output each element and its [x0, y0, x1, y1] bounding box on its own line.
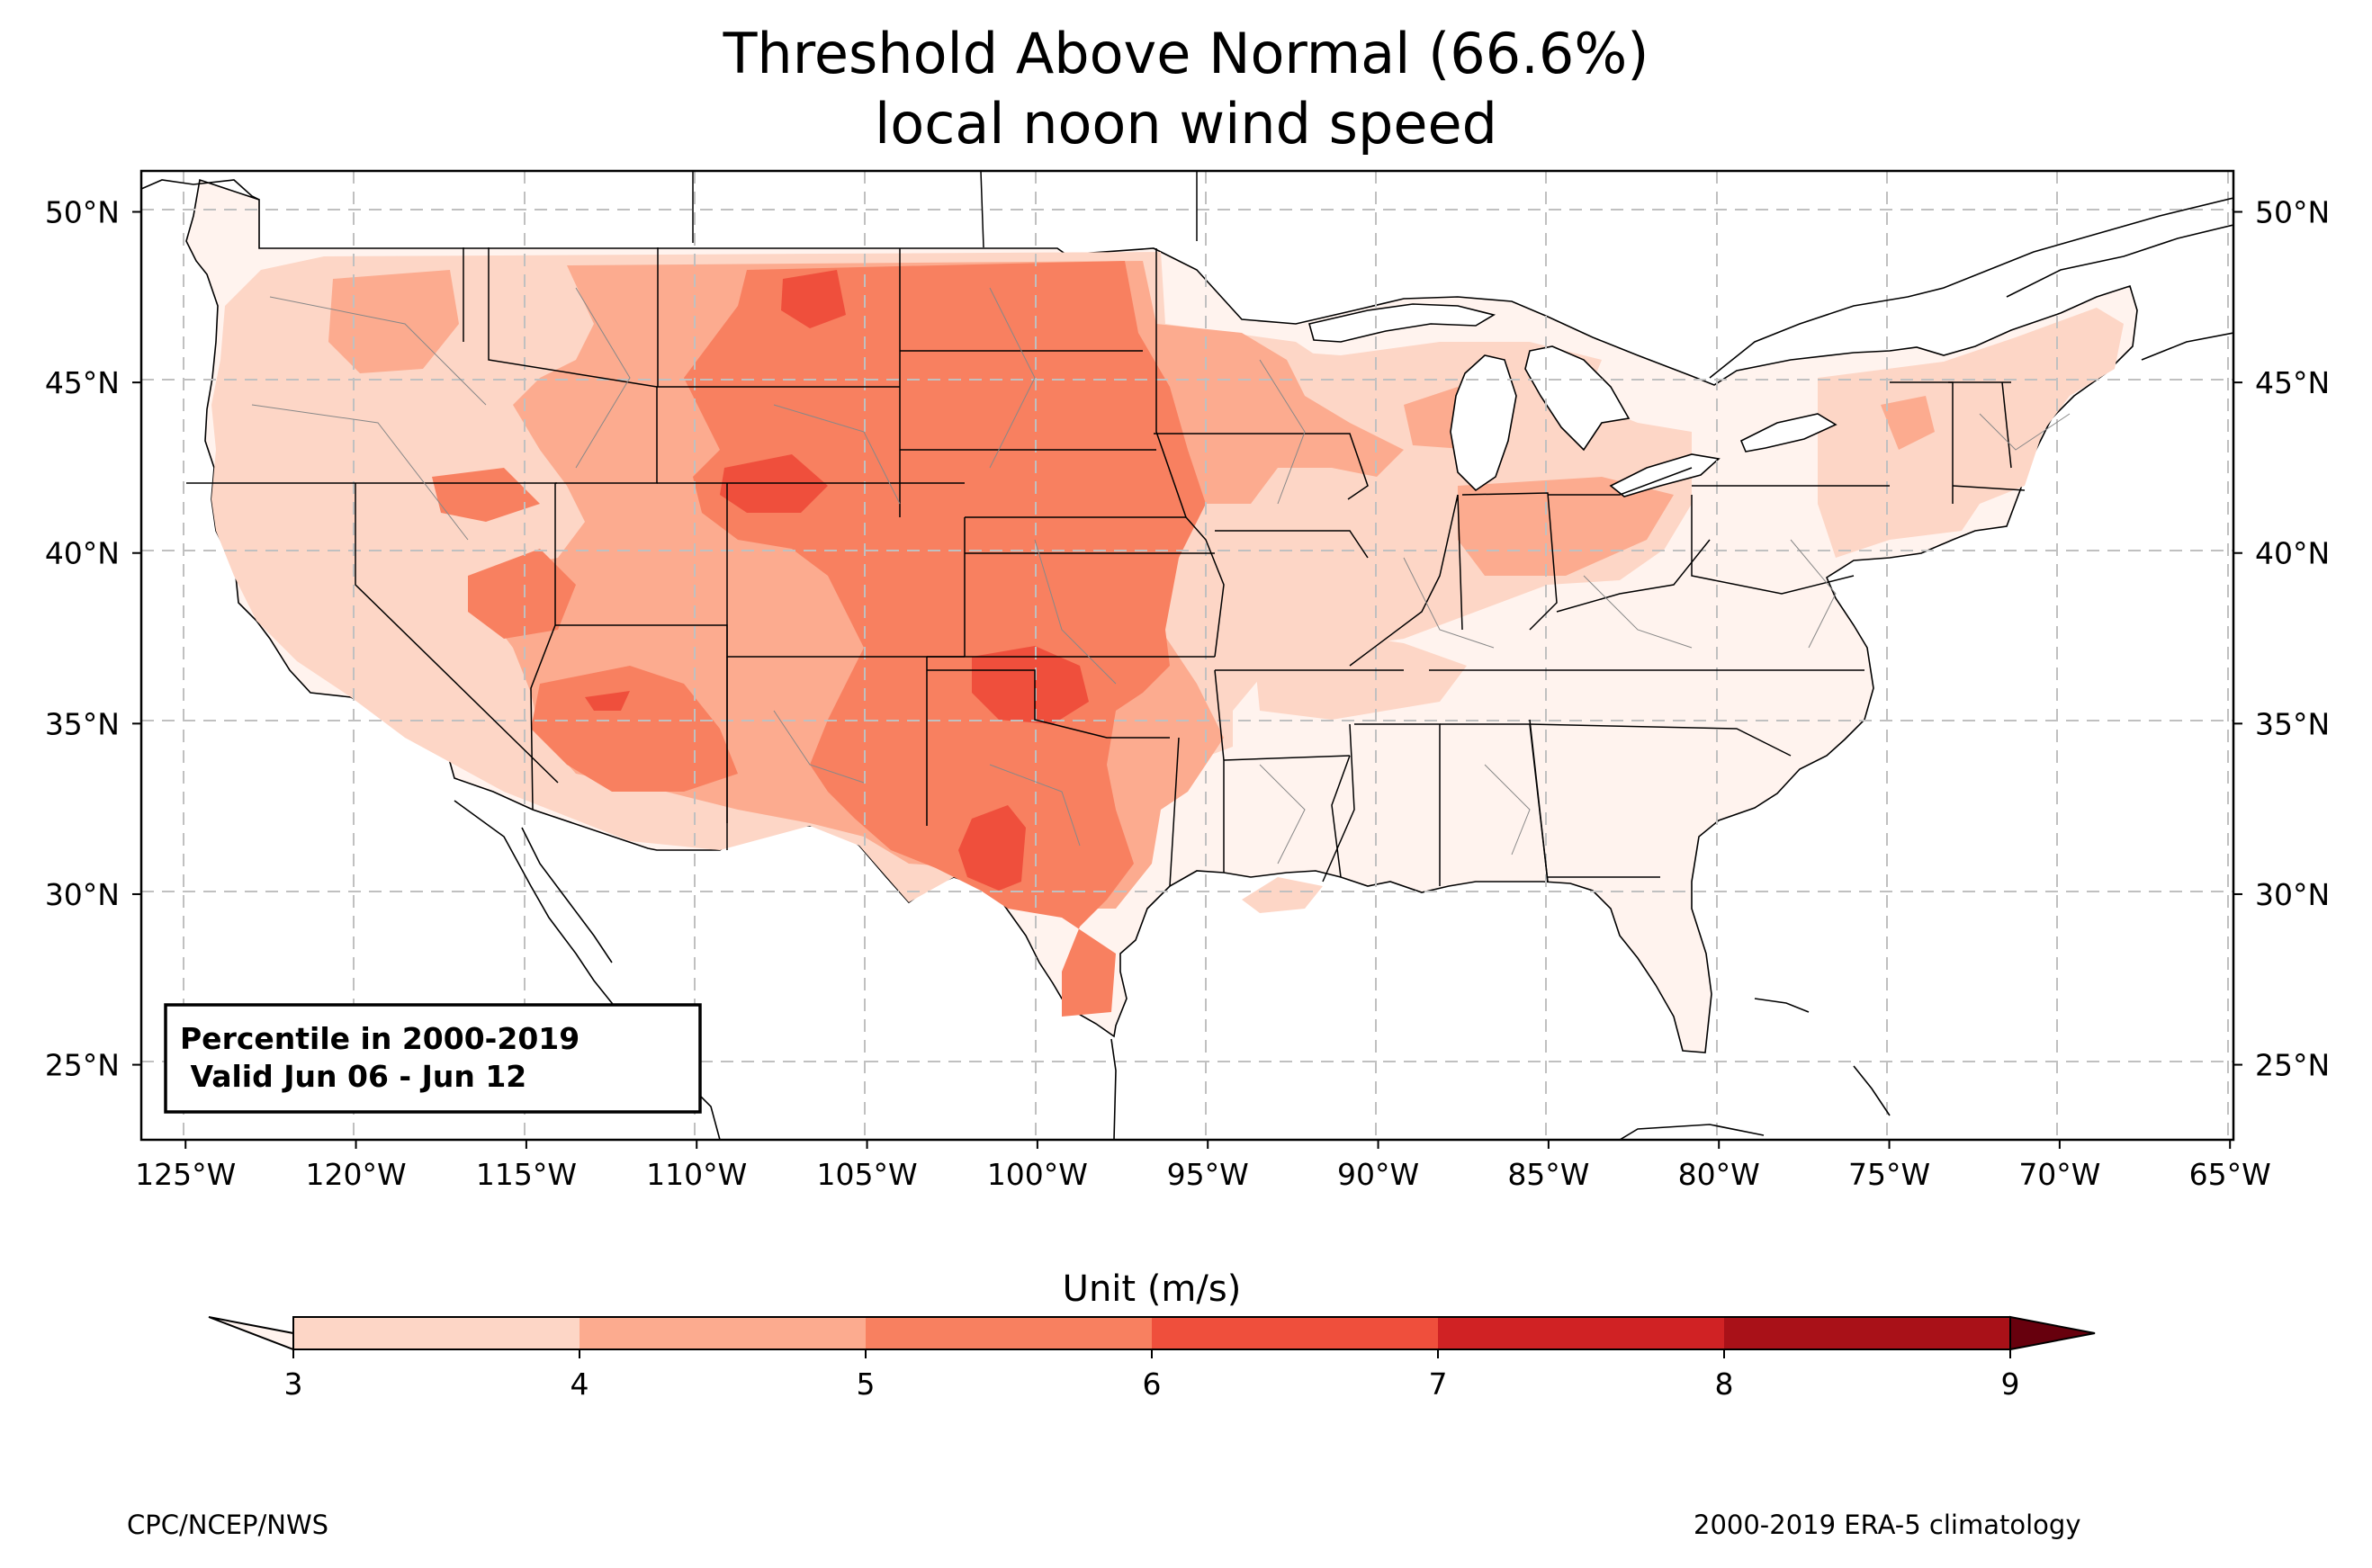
lat-tick-label-left: 50°N [45, 195, 120, 230]
info-box: Percentile in 2000-2019 Valid Jun 06 - J… [164, 1003, 702, 1114]
state-borders [186, 171, 2026, 887]
colorbar-bins [292, 1316, 2011, 1350]
lon-tick-label: 75°W [1848, 1157, 1930, 1192]
lon-tick-label: 110°W [646, 1157, 747, 1192]
lat-tick-label-left: 35°N [45, 706, 120, 741]
lat-tick-label-right: 25°N [2255, 1048, 2330, 1083]
lon-tick-label: 105°W [816, 1157, 917, 1192]
colorbar-bin [866, 1317, 1152, 1349]
map-title-line-2: local noon wind speed [875, 91, 1497, 157]
lat-tick-label-left: 45°N [45, 365, 120, 400]
map-title-line-1: Threshold Above Normal (66.6%) [723, 21, 1649, 86]
colorbar: Unit (m/s) 3 4 5 6 7 8 9 [208, 1268, 2096, 1402]
graticule [141, 171, 2233, 1140]
lat-tick-label-left: 40°N [45, 536, 120, 571]
colorbar-tick-label: 7 [1429, 1366, 1448, 1402]
lon-tick-label: 65°W [2189, 1157, 2271, 1192]
lon-tick-label: 125°W [135, 1157, 236, 1192]
colorbar-tick-label: 4 [571, 1366, 589, 1402]
colorbar-tick-label: 3 [284, 1366, 303, 1402]
colorbar-ticks: 3 4 5 6 7 8 9 [284, 1349, 2020, 1402]
colorbar-tick-label: 8 [1715, 1366, 1734, 1402]
lat-tick-label-left: 25°N [45, 1048, 120, 1083]
lon-tick-label: 90°W [1337, 1157, 1419, 1192]
colorbar-bin [1438, 1317, 1724, 1349]
colorbar-under-arrow [208, 1316, 294, 1351]
coastlines [141, 179, 2233, 1140]
colorbar-over-arrow [2009, 1315, 2096, 1351]
lat-tick-label-left: 30°N [45, 877, 120, 912]
lat-tick-label-right: 35°N [2255, 706, 2330, 741]
lat-tick-label-right: 40°N [2255, 536, 2330, 571]
colorbar-title: Unit (m/s) [1063, 1268, 1242, 1310]
lon-tick-label: 95°W [1167, 1157, 1249, 1192]
shading-bin-6-7 [585, 270, 1089, 891]
longitude-axis: 125°W 120°W 115°W 110°W 105°W 100°W 95°W 90°W 85… [135, 1140, 2271, 1192]
lat-tick-label-right: 45°N [2255, 365, 2330, 400]
colorbar-bin [1152, 1317, 1438, 1349]
lon-tick-label: 115°W [476, 1157, 577, 1192]
footer-credit: CPC/NCEP/NWS [127, 1510, 329, 1540]
lon-tick-label: 70°W [2018, 1157, 2100, 1192]
colorbar-bin [1724, 1317, 2010, 1349]
info-box-line-2: Valid Jun 06 - Jun 12 [180, 1059, 526, 1094]
lon-tick-label: 100°W [987, 1157, 1088, 1192]
map-frame [139, 169, 2235, 1142]
info-box-frame [164, 1003, 702, 1114]
lon-tick-label: 85°W [1507, 1157, 1589, 1192]
climate-division-lines [251, 287, 2071, 865]
map-area [141, 171, 2233, 1140]
colorbar-bin [293, 1317, 580, 1349]
colorbar-tick-label: 9 [2001, 1366, 2020, 1402]
colorbar-bin [580, 1317, 866, 1349]
colorbar-tick-label: 6 [1143, 1366, 1162, 1402]
lat-tick-label-right: 50°N [2255, 195, 2330, 230]
great-lakes [1308, 303, 1837, 497]
latitude-axis: 25°N 25°N 30°N 30°N 35°N 35°N 40°N 40°N 45°N 45°N… [45, 195, 2330, 1083]
info-box-line-1: Percentile in 2000-2019 [180, 1021, 580, 1056]
lon-tick-label: 120°W [305, 1157, 406, 1192]
lat-tick-label-right: 30°N [2255, 877, 2330, 912]
colorbar-tick-label: 5 [857, 1366, 876, 1402]
lon-tick-label: 80°W [1678, 1157, 1760, 1192]
footer-climatology: 2000-2019 ERA-5 climatology [1694, 1510, 2081, 1540]
